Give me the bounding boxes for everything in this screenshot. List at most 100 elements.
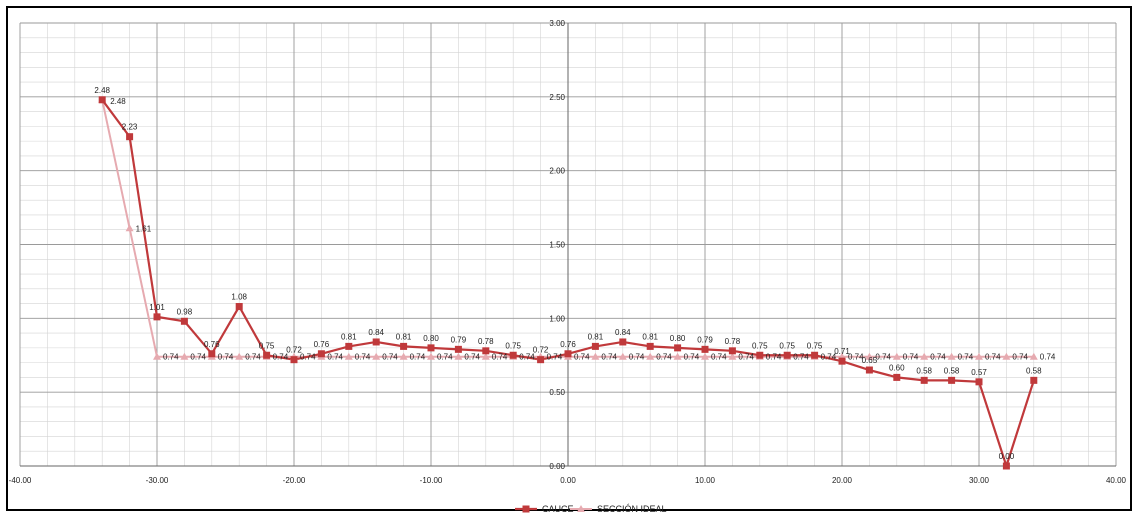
- seccion-ideal-data-label: 0.74: [437, 353, 453, 362]
- seccion-ideal-data-label: 0.74: [355, 353, 371, 362]
- seccion-ideal-point: [646, 352, 655, 360]
- y-tick-label: 3.00: [549, 19, 565, 28]
- seccion-ideal-data-label: 0.74: [821, 353, 837, 362]
- seccion-ideal-point: [591, 352, 600, 360]
- cauce-point: [948, 376, 956, 384]
- cauce-point: [783, 351, 791, 359]
- seccion-ideal-point: [920, 352, 929, 360]
- y-tick-label: 0.50: [549, 388, 565, 397]
- cauce-point: [208, 350, 216, 358]
- cauce-data-label: 2.23: [122, 123, 138, 132]
- seccion-ideal-point: [865, 352, 874, 360]
- cauce-data-label: 0.81: [341, 332, 357, 341]
- cauce-point: [674, 344, 682, 352]
- seccion-ideal-data-label: 0.74: [656, 353, 672, 362]
- seccion-ideal-data-label: 0.74: [464, 353, 480, 362]
- cauce-data-label: 0.79: [697, 335, 713, 344]
- cauce-data-label: 0.84: [615, 328, 631, 337]
- seccion-ideal-data-label: 0.74: [163, 353, 179, 362]
- x-tick-label: -20.00: [283, 476, 306, 485]
- legend-marker-seccion-ideal: [577, 505, 585, 512]
- cauce-data-label: 0.72: [286, 346, 302, 355]
- cauce-data-label: 0.80: [670, 334, 686, 343]
- cauce-point: [865, 366, 873, 374]
- seccion-ideal-data-label: 0.74: [930, 353, 946, 362]
- seccion-ideal-data-label: 0.74: [711, 353, 727, 362]
- cauce-point: [619, 338, 627, 346]
- seccion-ideal-data-label: 0.74: [382, 353, 398, 362]
- chart-frame: [6, 6, 1132, 511]
- cauce-data-label: 0.79: [451, 335, 467, 344]
- seccion-ideal-data-label: 0.74: [684, 353, 700, 362]
- cauce-point: [427, 344, 435, 352]
- seccion-ideal-point: [673, 352, 682, 360]
- cauce-data-label: 0.58: [916, 366, 932, 375]
- cauce-point: [701, 345, 709, 353]
- x-tick-label: -10.00: [420, 476, 443, 485]
- y-tick-label: 1.00: [549, 314, 565, 323]
- cauce-point: [509, 351, 517, 359]
- x-tick-label: -30.00: [146, 476, 169, 485]
- legend-label-cauce: CAUCE: [542, 504, 574, 514]
- cauce-data-label: 0.75: [752, 341, 768, 350]
- cauce-data-label: 0.76: [314, 340, 330, 349]
- x-tick-label: 40.00: [1106, 476, 1127, 485]
- seccion-ideal-point: [344, 352, 353, 360]
- cauce-data-label: 0.75: [807, 341, 823, 350]
- cauce-point: [372, 338, 380, 346]
- seccion-ideal-data-label: 0.74: [875, 353, 891, 362]
- cauce-data-label: 0.60: [889, 363, 905, 372]
- cauce-point: [893, 373, 901, 381]
- cauce-point: [98, 96, 106, 104]
- seccion-ideal-data-label: 2.48: [110, 97, 126, 106]
- cauce-point: [728, 347, 736, 355]
- cauce-data-label: 0.76: [560, 340, 576, 349]
- cauce-point: [290, 356, 298, 364]
- cauce-point: [263, 351, 271, 359]
- cauce-data-label: 0.65: [862, 356, 878, 365]
- cauce-data-label: 0.81: [396, 332, 412, 341]
- cauce-data-label: 2.48: [94, 86, 110, 95]
- x-tick-label: 10.00: [695, 476, 716, 485]
- cauce-data-label: 0.71: [834, 347, 850, 356]
- cauce-data-label: 0.80: [423, 334, 439, 343]
- seccion-ideal-data-label: 0.74: [519, 353, 535, 362]
- y-tick-label: 1.50: [549, 241, 565, 250]
- cauce-point: [756, 351, 764, 359]
- x-tick-label: -40.00: [9, 476, 32, 485]
- cauce-point: [646, 342, 654, 350]
- cauce-point: [920, 376, 928, 384]
- seccion-ideal-data-label: 0.74: [574, 353, 590, 362]
- cauce-data-label: 0.84: [368, 328, 384, 337]
- cauce-data-label: 0.57: [971, 368, 987, 377]
- cauce-data-label: 0.72: [533, 346, 549, 355]
- seccion-ideal-point: [1002, 352, 1011, 360]
- seccion-ideal-data-label: 0.74: [601, 353, 617, 362]
- cauce-data-label: 0.81: [642, 332, 658, 341]
- seccion-ideal-data-label: 0.74: [738, 353, 754, 362]
- y-tick-label: 0.00: [549, 462, 565, 471]
- cauce-point: [564, 350, 572, 358]
- seccion-ideal-point: [399, 352, 408, 360]
- cauce-data-label: 0.78: [478, 337, 494, 346]
- seccion-ideal-data-label: 0.74: [273, 353, 289, 362]
- seccion-ideal-data-label: 0.74: [190, 353, 206, 362]
- cauce-data-label: 0.75: [259, 341, 275, 350]
- seccion-ideal-data-label: 0.74: [245, 353, 261, 362]
- seccion-ideal-point: [235, 352, 244, 360]
- seccion-ideal-data-label: 0.74: [218, 353, 234, 362]
- x-tick-label: 30.00: [969, 476, 990, 485]
- seccion-ideal-point: [728, 352, 737, 360]
- legend-marker-cauce: [522, 505, 530, 513]
- cauce-point: [454, 345, 462, 353]
- seccion-ideal-data-label: 0.74: [327, 353, 343, 362]
- cauce-data-label: 1.01: [149, 303, 165, 312]
- cauce-data-label: 0.76: [204, 340, 220, 349]
- legend-label-seccion-ideal: SECCIÓN IDEAL: [597, 504, 667, 514]
- seccion-ideal-point: [454, 352, 463, 360]
- seccion-ideal-point: [153, 352, 161, 360]
- cauce-data-label: 0.81: [588, 332, 604, 341]
- cauce-point: [1030, 376, 1038, 384]
- seccion-ideal-point: [947, 352, 956, 360]
- cauce-point: [975, 378, 983, 386]
